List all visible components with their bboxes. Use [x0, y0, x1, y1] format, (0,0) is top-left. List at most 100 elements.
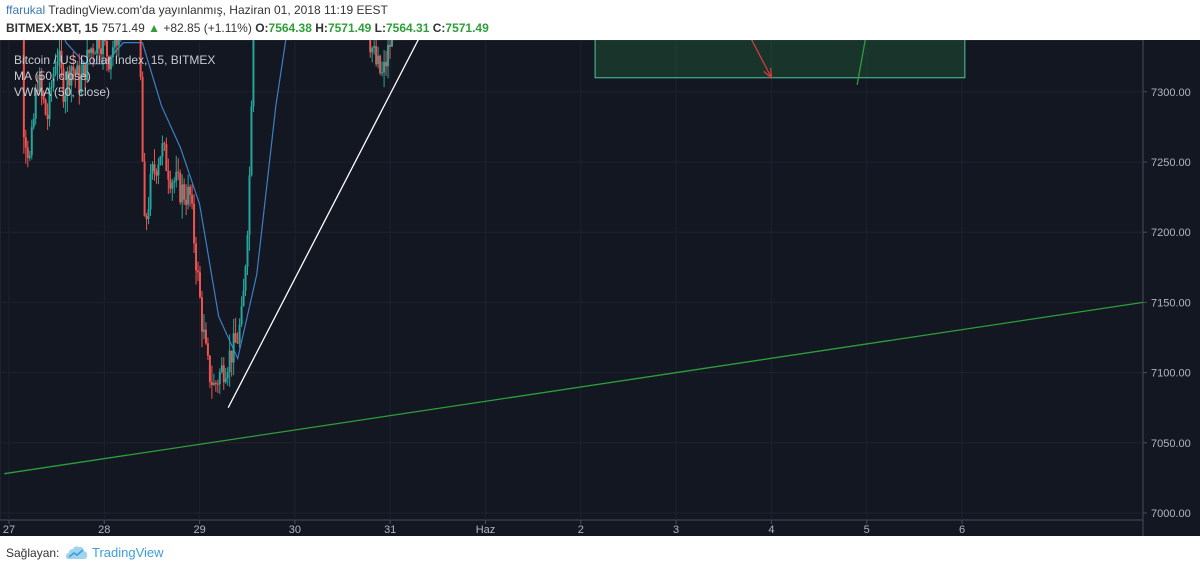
candle-body: [153, 164, 156, 172]
provided-by-label: Sağlayan:: [6, 546, 60, 560]
candle-body: [94, 53, 97, 55]
price-chart[interactable]: 7750.007700.007650.007600.007550.007500.…: [0, 40, 1200, 536]
candle-body: [250, 106, 253, 176]
candle-body: [96, 40, 99, 54]
candle-body: [230, 350, 233, 363]
candle-body: [111, 47, 114, 58]
trend-line-1[interactable]: [227, 40, 638, 408]
candle-body: [173, 181, 176, 183]
candle-body: [86, 49, 89, 81]
arrow-head-3: [763, 67, 773, 80]
candle-body: [373, 45, 376, 48]
candle-body: [141, 76, 144, 162]
candle-body: [149, 173, 152, 210]
candle-body: [117, 40, 120, 46]
candle-body: [42, 92, 45, 100]
chart-header: ffarukal TradingView.com'da yayınlanmış,…: [0, 0, 1200, 40]
candle-body: [232, 333, 235, 363]
last-price: 7571.49: [101, 21, 145, 35]
candle-body: [147, 209, 150, 220]
candle-body: [64, 95, 67, 102]
candle-body: [82, 64, 85, 77]
tradingview-cloud-icon[interactable]: [66, 545, 88, 561]
candle-body: [68, 71, 71, 86]
candle-body: [371, 47, 374, 53]
author-link[interactable]: ffarukal: [6, 3, 46, 17]
x-tick-label: 29: [193, 524, 205, 536]
trend-line-2[interactable]: [4, 301, 1144, 475]
symbol-label: BITMEX:XBT, 15: [6, 21, 99, 35]
x-tick-label: 28: [98, 524, 110, 536]
candle-body: [197, 270, 200, 273]
candle-body: [107, 56, 110, 70]
candle-body: [379, 55, 382, 74]
candle-body: [62, 68, 65, 102]
candle-body: [44, 99, 47, 115]
candle-body: [204, 329, 207, 344]
candle-body: [143, 161, 146, 217]
candle-body: [98, 40, 101, 49]
candle-body: [387, 44, 390, 67]
candle-body: [60, 50, 63, 69]
candle-body: [36, 89, 39, 92]
candle-body: [165, 144, 168, 171]
candle-body: [70, 66, 73, 86]
candle-body: [222, 365, 225, 383]
legend-title: Bitcoin / US Dollar Index, 15, BITMEX: [14, 53, 216, 67]
candle-body: [206, 343, 209, 356]
candle-body: [139, 40, 142, 77]
candle-body: [90, 48, 93, 53]
candle-body: [163, 143, 166, 145]
candle-body: [242, 290, 245, 307]
change-value: +82.85 (+1.11%): [163, 21, 252, 35]
candle-body: [228, 350, 231, 373]
candle-body: [369, 40, 372, 53]
candle-body: [187, 186, 190, 205]
y-tick-label: 7050.00: [1151, 438, 1191, 450]
y-tick-label: 7300.00: [1151, 87, 1191, 99]
candle-body: [214, 382, 217, 384]
candle-body: [72, 66, 75, 71]
chart-legend: Bitcoin / US Dollar Index, 15, BITMEX MA…: [14, 52, 215, 100]
candle-body: [181, 184, 184, 203]
candle-body: [52, 74, 55, 88]
y-tick-label: 7250.00: [1151, 157, 1191, 169]
candle-body: [383, 61, 386, 73]
candle-body: [193, 203, 196, 244]
candle-body: [102, 40, 105, 55]
candle-body: [171, 182, 174, 189]
candle-body: [212, 382, 215, 386]
candle-body: [246, 235, 249, 267]
candle-body: [216, 383, 219, 385]
candle-body: [26, 147, 29, 158]
low-label: L:: [374, 21, 386, 35]
candle-body: [191, 194, 194, 204]
target-zone-rect[interactable]: [594, 40, 966, 79]
candle-body: [84, 64, 87, 81]
publish-info: ffarukal TradingView.com'da yayınlanmış,…: [6, 3, 388, 17]
candle-body: [161, 143, 164, 157]
close-value: 7571.49: [445, 21, 489, 35]
candle-body: [74, 70, 77, 75]
candle-body: [32, 118, 35, 128]
candle-body: [177, 171, 180, 173]
candle-body: [40, 75, 43, 93]
y-tick-label: 7000.00: [1151, 508, 1191, 520]
candle-body: [66, 71, 69, 96]
y-tick-label: 7200.00: [1151, 227, 1191, 239]
candle-body: [76, 65, 79, 75]
legend-vwma[interactable]: VWMA (50, close): [14, 85, 111, 99]
legend-ma[interactable]: MA (50, close): [14, 69, 91, 83]
candle-body: [375, 45, 378, 65]
candle-body: [48, 87, 51, 120]
open-label: O:: [255, 21, 269, 35]
candle-body: [56, 61, 59, 67]
candle-body: [389, 44, 392, 47]
candle-body: [381, 72, 384, 74]
candle-body: [385, 61, 388, 67]
candle-body: [248, 175, 251, 236]
candle-body: [28, 155, 31, 158]
close-label: C:: [432, 21, 446, 35]
tradingview-link[interactable]: TradingView: [92, 545, 164, 560]
candle-body: [234, 333, 237, 343]
